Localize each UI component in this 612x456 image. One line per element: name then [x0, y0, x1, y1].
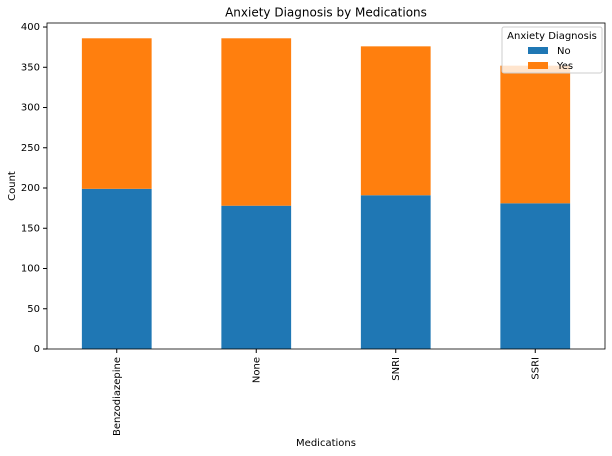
x-axis-label: Medications — [296, 438, 356, 449]
x-tick-label: None — [251, 357, 262, 383]
bar-segment — [360, 46, 431, 196]
y-tick-label: 100 — [21, 264, 40, 275]
y-tick-label: 200 — [21, 183, 40, 194]
y-tick-label: 400 — [21, 22, 40, 33]
plot-frame — [46, 22, 606, 350]
x-tick-label: Benzodiazepine — [112, 357, 123, 436]
chart-title: Anxiety Diagnosis by Medications — [225, 6, 427, 20]
y-tick-label: 350 — [21, 62, 40, 73]
y-axis-label: Count — [7, 171, 18, 201]
bar-segment — [500, 65, 571, 204]
y-tick-label: 50 — [27, 304, 40, 315]
y-tick-label: 250 — [21, 143, 40, 154]
bar-segment — [360, 195, 431, 349]
bar-segment — [221, 38, 292, 206]
bar-segment — [500, 203, 571, 349]
y-tick-label: 300 — [21, 103, 40, 114]
legend-label: No — [557, 46, 571, 57]
y-tick-label: 150 — [21, 223, 40, 234]
legend-swatch — [528, 47, 548, 54]
x-tick-label: SNRI — [391, 357, 402, 381]
legend-swatch — [528, 62, 548, 69]
bar-segment — [81, 188, 152, 349]
legend-label: Yes — [556, 61, 573, 72]
legend-title: Anxiety Diagnosis — [507, 31, 597, 42]
bar-segment — [221, 205, 292, 349]
y-tick-label: 0 — [34, 344, 40, 355]
x-tick-label: SSRI — [530, 357, 541, 380]
legend-box — [501, 26, 603, 74]
bar-segment — [81, 38, 152, 189]
